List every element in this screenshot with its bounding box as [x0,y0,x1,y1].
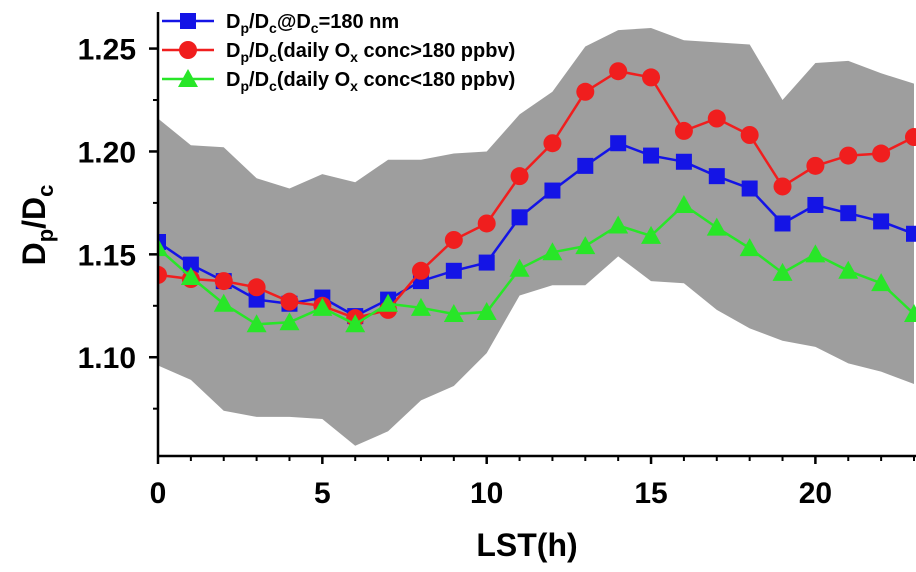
y-tick-label: 1.10 [78,342,136,375]
legend-label: Dp/Dc(daily Ox conc<180 ppbv) [226,69,515,94]
legend-label: Dp/Dc@Dc=180 nm [226,11,399,36]
marker-square [180,13,196,29]
marker-circle [674,121,693,140]
marker-circle [839,146,858,165]
marker-triangle [378,293,399,312]
marker-triangle [608,215,629,234]
marker-triangle [575,236,596,255]
marker-triangle [805,244,826,263]
marker-triangle [542,242,563,261]
x-axis-label: LST(h) [476,527,577,563]
marker-triangle [706,217,727,236]
marker-triangle [213,293,234,312]
marker-circle [411,261,430,280]
y-axis-label: Dp/Dc [16,185,58,266]
marker-triangle [345,314,366,333]
marker-square [708,168,725,185]
legend-label: Dp/Dc(daily Ox conc>180 ppbv) [226,40,515,65]
marker-circle [740,126,759,144]
marker-circle [477,214,496,233]
marker-square [643,147,660,164]
plot-content [158,28,916,446]
marker-circle [609,62,628,81]
marker-circle [158,265,167,284]
legend-item-1: Dp/Dc@Dc=180 nm [162,11,399,36]
marker-triangle [178,69,198,87]
marker-square [873,213,890,230]
marker-square [511,209,528,226]
marker-circle [905,128,916,147]
marker-triangle [739,238,760,257]
marker-circle [444,230,463,249]
marker-triangle [838,260,859,279]
marker-triangle [246,314,267,333]
marker-square [610,135,627,152]
marker-square [807,196,824,213]
marker-square [840,205,857,222]
legend-item-3: Dp/Dc(daily Ox conc<180 ppbv) [162,69,515,94]
marker-triangle [871,273,892,292]
marker-triangle [180,266,201,285]
marker-square [906,225,916,242]
x-tick-label: 10 [470,477,503,510]
x-tick-label: 20 [799,477,832,510]
marker-circle [576,82,595,101]
marker-triangle [279,312,300,331]
marker-triangle [312,297,333,316]
marker-square [158,234,166,250]
marker-circle [179,41,197,59]
marker-circle [707,109,726,128]
marker-triangle [158,238,168,257]
axes: 0 5 10 15 20 1.10 1.15 1.20 1.25 [78,12,916,510]
marker-square [445,262,462,279]
marker-circle [214,272,233,291]
marker-square [182,256,199,273]
marker-circle [642,68,661,87]
marker-square [577,157,594,174]
marker-circle [510,167,529,186]
x-tick-label: 5 [314,477,331,510]
marker-square [478,254,495,271]
plot-area [158,28,916,446]
legend-item-2: Dp/Dc(daily Ox conc>180 ppbv) [162,40,515,65]
marker-circle [872,144,891,163]
marker-circle [773,177,792,196]
marker-triangle [476,301,497,320]
marker-square [741,180,758,197]
marker-triangle [641,225,662,244]
marker-square [248,291,265,308]
marker-circle [280,292,299,311]
marker-square [774,215,791,232]
marker-circle [543,134,562,153]
marker-triangle [410,297,431,316]
marker-triangle [904,304,916,323]
range-band [158,28,914,446]
marker-triangle [673,194,694,213]
y-tick-label: 1.20 [78,136,136,169]
marker-triangle [772,262,793,281]
marker-square [675,153,692,170]
y-tick-label: 1.25 [78,34,136,67]
marker-triangle [509,258,530,277]
marker-square [544,182,561,199]
marker-triangle [443,304,464,323]
legend: Dp/Dc@Dc=180 nm Dp/Dc(daily Ox conc>180 p… [162,11,515,94]
x-tick-label: 0 [150,477,167,510]
series-3 [158,194,916,333]
y-tick-label: 1.15 [78,239,136,272]
marker-circle [247,278,266,297]
marker-circle [806,156,825,175]
x-tick-label: 15 [634,477,667,510]
